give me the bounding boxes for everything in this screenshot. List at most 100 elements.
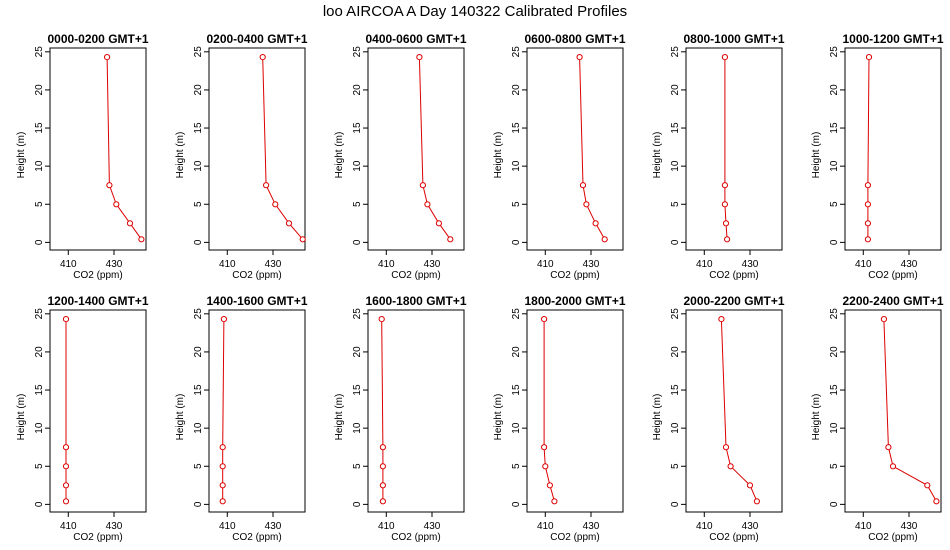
figure-title: loo AIRCOA A Day 140322 Calibrated Profi…: [323, 3, 627, 20]
y-tick-label: 5: [670, 463, 681, 469]
data-point: [541, 444, 548, 451]
x-tick-label: 410: [60, 259, 77, 270]
data-point: [259, 54, 266, 61]
x-tick-label: 430: [106, 259, 123, 270]
plot-frame: [685, 309, 783, 513]
y-tick-label: 20: [352, 346, 363, 358]
data-point: [864, 201, 872, 208]
y-tick-label: 25: [829, 46, 840, 58]
x-tick-label: 410: [537, 521, 554, 532]
y-tick-label: 0: [829, 501, 840, 507]
data-point: [378, 316, 385, 323]
y-tick-label: 20: [511, 84, 522, 96]
x-axis-label: CO2 (ppm): [550, 532, 599, 543]
y-tick-label: 10: [352, 422, 363, 434]
y-tick-label: 5: [352, 463, 363, 469]
data-point: [285, 220, 293, 227]
y-tick-label: 10: [511, 422, 522, 434]
data-point: [889, 463, 897, 470]
panel-title: 0200-0400 GMT+1: [206, 32, 307, 46]
y-axis-label: Height (m): [175, 132, 186, 179]
x-tick-label: 430: [742, 259, 759, 270]
y-tick-label: 0: [670, 501, 681, 507]
y-tick-label: 5: [34, 463, 45, 469]
x-tick-label: 430: [901, 259, 918, 270]
y-tick-label: 15: [670, 122, 681, 134]
y-tick-label: 25: [193, 46, 204, 58]
y-tick-label: 5: [511, 463, 522, 469]
y-tick-label: 15: [670, 384, 681, 396]
y-axis-label: Height (m): [493, 394, 504, 441]
data-point: [721, 201, 729, 208]
data-point: [113, 201, 120, 208]
data-point: [447, 236, 454, 243]
y-tick-label: 15: [829, 122, 840, 134]
y-tick-label: 0: [34, 239, 45, 245]
panel-title: 0000-0200 GMT+1: [47, 32, 148, 46]
data-point: [219, 444, 226, 451]
data-point: [219, 498, 226, 505]
y-tick-label: 20: [829, 84, 840, 96]
y-tick-label: 5: [829, 463, 840, 469]
data-point: [424, 201, 431, 208]
y-tick-label: 0: [511, 501, 522, 507]
panel-title: 1800-2000 GMT+1: [524, 294, 625, 308]
plot-frame: [49, 309, 147, 513]
x-tick-label: 430: [265, 259, 282, 270]
data-point: [924, 482, 931, 489]
y-tick-label: 10: [829, 160, 840, 172]
data-point: [379, 498, 386, 505]
series-line: [106, 57, 142, 240]
series-line: [381, 319, 384, 502]
data-point: [753, 498, 761, 505]
x-tick-label: 410: [855, 521, 872, 532]
y-tick-label: 15: [511, 122, 522, 134]
data-point: [583, 201, 590, 208]
y-tick-label: 10: [829, 422, 840, 434]
y-tick-label: 15: [34, 122, 45, 134]
x-tick-label: 410: [378, 521, 395, 532]
y-tick-label: 20: [34, 346, 45, 358]
data-point: [379, 463, 386, 470]
y-tick-label: 15: [34, 384, 45, 396]
data-point: [126, 220, 134, 227]
y-tick-label: 5: [829, 201, 840, 207]
x-axis-label: CO2 (ppm): [391, 270, 440, 281]
y-tick-label: 25: [670, 308, 681, 320]
y-tick-label: 10: [670, 160, 681, 172]
data-point: [62, 482, 70, 489]
data-point: [219, 463, 226, 470]
x-tick-label: 430: [106, 521, 123, 532]
data-point: [416, 54, 423, 61]
plot-frame: [49, 47, 147, 251]
series-line: [720, 319, 758, 502]
x-axis-label: CO2 (ppm): [868, 270, 917, 281]
x-tick-label: 410: [378, 259, 395, 270]
plot-frame: [844, 309, 942, 513]
y-axis-label: Height (m): [811, 394, 822, 441]
y-tick-label: 25: [352, 46, 363, 58]
y-tick-label: 25: [511, 46, 522, 58]
data-point: [592, 220, 599, 227]
plot-frame: [526, 47, 624, 251]
x-axis-label: CO2 (ppm): [232, 532, 281, 543]
plot-frame: [844, 47, 942, 251]
data-point: [551, 498, 558, 505]
data-point: [721, 54, 729, 61]
y-tick-label: 15: [352, 384, 363, 396]
data-point: [104, 54, 111, 61]
x-tick-label: 410: [219, 521, 236, 532]
y-tick-label: 5: [511, 201, 522, 207]
y-tick-label: 10: [34, 160, 45, 172]
y-tick-label: 25: [34, 308, 45, 320]
y-tick-label: 20: [352, 84, 363, 96]
y-tick-label: 0: [352, 501, 363, 507]
x-axis-label: CO2 (ppm): [550, 270, 599, 281]
data-point: [746, 482, 754, 489]
data-point: [727, 463, 734, 470]
